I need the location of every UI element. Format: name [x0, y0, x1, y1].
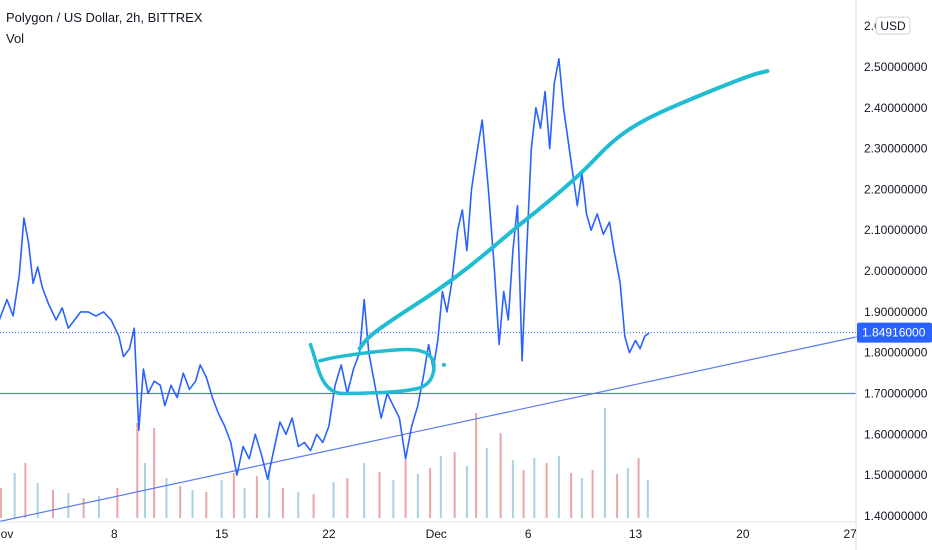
volume-bar [255, 476, 258, 518]
level-layer [0, 331, 878, 528]
volume-bar [97, 496, 100, 518]
time-tick-label: 15 [215, 527, 229, 541]
volume-bar [363, 463, 366, 518]
time-tick-label: 8 [111, 527, 118, 541]
price-tick-label: 1.90000000 [864, 305, 928, 319]
volume-bar [533, 458, 536, 518]
price-tick-label: 1.80000000 [864, 346, 928, 360]
volume-bar [522, 470, 525, 518]
price-tick-label: 1.40000000 [864, 509, 928, 523]
volume-bar [136, 423, 139, 518]
volume-bar [0, 488, 2, 518]
rising-trendline[interactable] [0, 331, 878, 528]
volume-bar [591, 470, 594, 518]
drawn-consolidation-loop[interactable] [308, 342, 436, 396]
volume-bar [179, 486, 182, 518]
price-tick-label: 2.10000000 [864, 223, 928, 237]
price-tick-label: 1.70000000 [864, 386, 928, 400]
volume-bar [603, 408, 606, 518]
plot-area[interactable] [0, 0, 856, 522]
volume-bar [616, 474, 619, 518]
volume-bar [268, 470, 271, 518]
badge-layer: USD 1.84916000 [857, 16, 932, 343]
volume-bar [67, 493, 70, 518]
volume-bar [281, 488, 284, 518]
price-tick-label: 1.60000000 [864, 427, 928, 441]
volume-bar [453, 452, 456, 518]
volume-bar [116, 488, 119, 518]
volume-bar [36, 483, 39, 518]
price-tick-label: 2.30000000 [864, 142, 928, 156]
volume-bar [499, 433, 502, 518]
volume-bar [205, 492, 208, 518]
volume-bar [24, 463, 27, 518]
volume-bar [465, 466, 468, 518]
time-tick-label: ov [1, 527, 14, 541]
volume-bar [243, 488, 246, 518]
volume-bar [13, 473, 16, 518]
time-tick-label: Dec [426, 527, 447, 541]
volume-bar [165, 478, 168, 518]
volume-bar [392, 480, 395, 518]
volume-bar [429, 468, 432, 518]
volume-bar [346, 478, 349, 518]
volume-bar [404, 460, 407, 518]
volume-bar [232, 473, 235, 518]
drawing-layer[interactable] [308, 69, 770, 396]
price-tick-label: 2.40000000 [864, 101, 928, 115]
volume-bar [439, 456, 442, 518]
currency-badge[interactable] [875, 16, 911, 35]
volume-bar [82, 498, 85, 518]
drawn-rising-curve[interactable] [357, 69, 770, 351]
volume-bar [475, 413, 478, 518]
time-tick-label: 22 [322, 527, 336, 541]
volume-bar [570, 473, 573, 518]
last-price-badge [857, 322, 932, 343]
time-axis[interactable]: ov 8 15 22 Dec 6 13 20 27 [1, 527, 857, 541]
volume-bar [485, 448, 488, 518]
price-tick-label: 2.50000000 [864, 60, 928, 74]
time-tick-label: 6 [525, 527, 532, 541]
volume-bar [191, 490, 194, 518]
volume-bar [637, 458, 640, 518]
time-tick-label: 20 [736, 527, 750, 541]
volume-bar [378, 472, 381, 518]
time-tick-label: 13 [629, 527, 643, 541]
volume-bar [51, 490, 54, 518]
volume-layer [0, 408, 649, 518]
drawn-dot[interactable] [441, 362, 446, 367]
price-tick-label: 2.00000000 [864, 264, 928, 278]
currency-badge-label[interactable]: USD [880, 19, 906, 33]
time-tick-label: 27 [843, 527, 857, 541]
symbol-title[interactable]: Polygon / US Dollar, 2h, BITTREX [6, 10, 203, 25]
volume-bar [220, 480, 223, 518]
last-price-label: 1.84916000 [862, 326, 926, 340]
price-axis[interactable]: 2.62.500000002.400000002.300000002.20000… [864, 19, 928, 523]
volume-bar [153, 428, 156, 518]
volume-bar [646, 480, 649, 518]
volume-indicator-label[interactable]: Vol [6, 31, 25, 46]
volume-bar [312, 494, 315, 518]
volume-bar [297, 492, 300, 518]
chart-legend: Polygon / US Dollar, 2h, BITTREX Vol [6, 7, 203, 49]
volume-bar [580, 478, 583, 518]
volume-bar [511, 460, 514, 518]
volume-bar [557, 456, 560, 518]
price-tick-label: 2.20000000 [864, 182, 928, 196]
volume-bar [416, 474, 419, 518]
price-tick-label: 1.50000000 [864, 468, 928, 482]
volume-bar [545, 463, 548, 518]
volume-bar [332, 482, 335, 518]
volume-bar [626, 468, 629, 518]
